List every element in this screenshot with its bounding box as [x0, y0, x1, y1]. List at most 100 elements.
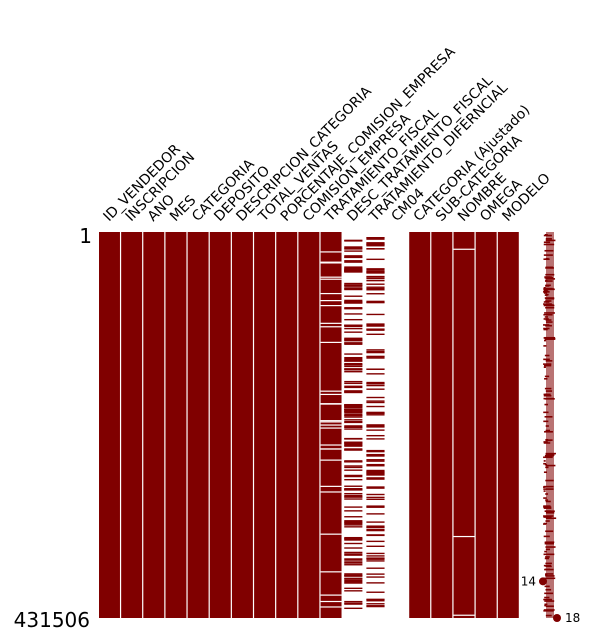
- present-dash: [366, 534, 385, 536]
- present-dash: [344, 561, 363, 564]
- present-dash: [366, 478, 385, 480]
- present-dash: [366, 324, 385, 327]
- present-dash: [344, 327, 363, 330]
- missing-gap: [320, 594, 342, 596]
- present-dash: [344, 478, 363, 481]
- present-dash: [344, 267, 363, 269]
- present-dash: [344, 261, 363, 263]
- sparkline-body: [546, 232, 554, 618]
- present-dash: [366, 455, 385, 457]
- sparkline-segment: [543, 522, 548, 525]
- matrix-column-1: [99, 232, 120, 618]
- present-dash: [344, 256, 363, 258]
- present-dash: [344, 428, 363, 430]
- present-dash: [366, 268, 385, 271]
- present-dash: [344, 405, 363, 408]
- present-dash: [344, 587, 363, 590]
- sparkline-max-marker: [553, 614, 561, 622]
- present-dash: [344, 324, 363, 326]
- missing-gap: [320, 278, 342, 280]
- present-dash: [344, 577, 363, 580]
- present-dash: [344, 287, 363, 289]
- present-dash: [344, 313, 363, 315]
- present-dash: [344, 551, 363, 554]
- present-dash: [344, 240, 363, 242]
- present-dash: [366, 582, 385, 584]
- present-dash: [366, 429, 385, 431]
- column-fill: [497, 232, 519, 618]
- column-fill: [475, 232, 497, 618]
- missing-gap: [320, 262, 342, 264]
- present-dash: [366, 242, 385, 245]
- present-dash: [366, 388, 385, 390]
- column-fill: [143, 232, 165, 618]
- present-dash: [366, 603, 385, 605]
- present-dash: [344, 522, 363, 525]
- sparkline-segment: [544, 463, 548, 466]
- missing-gap: [320, 393, 342, 396]
- present-dash: [366, 381, 385, 385]
- present-dash: [344, 340, 363, 342]
- column-fill: [431, 232, 453, 618]
- sparkline-segment: [543, 328, 548, 331]
- present-dash: [366, 591, 385, 593]
- present-dash: [366, 368, 385, 370]
- present-dash: [366, 493, 385, 496]
- present-dash: [344, 516, 363, 518]
- present-dash: [366, 605, 385, 608]
- present-dash: [366, 454, 385, 456]
- present-dash: [344, 284, 363, 286]
- missing-gap: [320, 448, 342, 450]
- present-dash: [344, 359, 363, 362]
- present-dash: [344, 542, 363, 545]
- present-dash: [366, 355, 385, 358]
- present-dash: [366, 557, 385, 560]
- present-dash: [344, 603, 363, 605]
- sparkline-segment: [543, 497, 547, 499]
- present-dash: [366, 486, 385, 489]
- present-dash: [344, 448, 363, 451]
- column-fill: [254, 232, 276, 618]
- present-dash: [366, 477, 385, 479]
- present-dash: [366, 605, 385, 607]
- present-dash: [344, 425, 363, 428]
- present-dash: [344, 607, 363, 610]
- present-dash: [366, 286, 385, 288]
- present-dash: [344, 318, 363, 321]
- present-dash: [344, 510, 363, 512]
- sparkline-segment: [543, 345, 547, 347]
- present-dash: [366, 357, 385, 359]
- present-dash: [366, 560, 385, 562]
- missing-gap: [320, 427, 342, 429]
- present-dash: [366, 526, 385, 529]
- present-dash: [344, 370, 363, 373]
- present-dash: [344, 466, 363, 469]
- present-dash: [366, 521, 385, 523]
- present-dash: [344, 492, 363, 495]
- matrix-column-4: [165, 232, 187, 618]
- present-dash: [344, 288, 363, 290]
- present-dash: [366, 277, 385, 280]
- missing-gap: [320, 390, 342, 392]
- present-dash: [344, 498, 363, 500]
- missing-gap: [320, 300, 342, 302]
- present-dash: [366, 351, 385, 354]
- present-dash: [344, 301, 363, 304]
- present-dash: [344, 410, 363, 413]
- missing-gap: [320, 326, 342, 328]
- present-dash: [366, 293, 385, 295]
- present-dash: [344, 573, 363, 575]
- matrix-column-2: [121, 232, 143, 618]
- present-dash: [344, 353, 363, 355]
- present-dash: [344, 295, 363, 297]
- present-dash: [344, 339, 363, 341]
- present-dash: [366, 438, 385, 440]
- column-fill: [298, 232, 320, 618]
- present-dash: [366, 598, 385, 602]
- missing-gap: [320, 403, 342, 405]
- present-dash: [344, 469, 363, 471]
- y-tick-bottom-label: 431506: [14, 608, 90, 632]
- sparkline-min-label: 14: [521, 574, 536, 588]
- present-dash: [344, 600, 363, 603]
